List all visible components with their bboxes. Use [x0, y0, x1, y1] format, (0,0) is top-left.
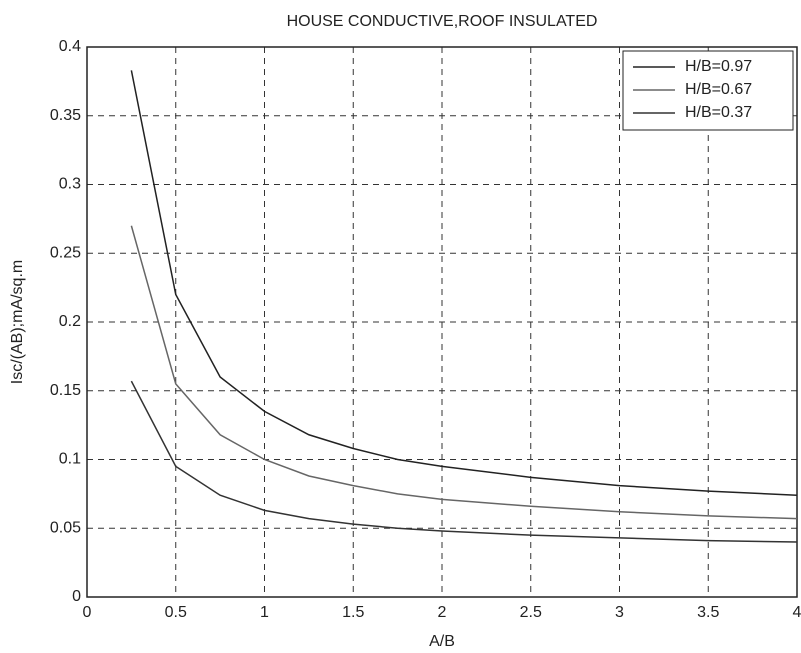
chart-title: HOUSE CONDUCTIVE,ROOF INSULATED — [287, 13, 598, 30]
y-axis-label: Isc/(AB);mA/sq.m — [9, 260, 26, 384]
y-tick-label: 0.15 — [50, 382, 81, 399]
y-tick-label: 0.35 — [50, 107, 81, 124]
x-tick-label: 2.5 — [520, 604, 542, 621]
y-tick-label: 0 — [72, 588, 81, 605]
x-tick-label: 1 — [260, 604, 269, 621]
y-tick-label: 0.25 — [50, 244, 81, 261]
legend-box — [622, 50, 794, 131]
x-tick-label: 0.5 — [165, 604, 187, 621]
y-tick-label: 0.4 — [59, 38, 81, 55]
legend-label: H/B=0.37 — [685, 104, 752, 121]
y-tick-label: 0.2 — [59, 313, 81, 330]
plot-frame — [86, 46, 798, 598]
line-series — [130, 380, 798, 543]
x-tick-label: 2 — [438, 604, 447, 621]
x-tick-label: 0 — [83, 604, 92, 621]
x-tick-label: 1.5 — [342, 604, 364, 621]
line-series — [130, 70, 798, 496]
x-tick-label: 4 — [793, 604, 801, 621]
x-tick-label: 3.5 — [697, 604, 719, 621]
x-axis-label: A/B — [429, 633, 455, 650]
y-tick-label: 0.1 — [59, 451, 81, 468]
y-tick-label: 0.3 — [59, 176, 81, 193]
legend-label: H/B=0.97 — [685, 58, 752, 75]
x-tick-label: 3 — [615, 604, 624, 621]
line-series — [130, 225, 798, 520]
y-tick-label: 0.05 — [50, 519, 81, 536]
legend-label: H/B=0.67 — [685, 81, 752, 98]
